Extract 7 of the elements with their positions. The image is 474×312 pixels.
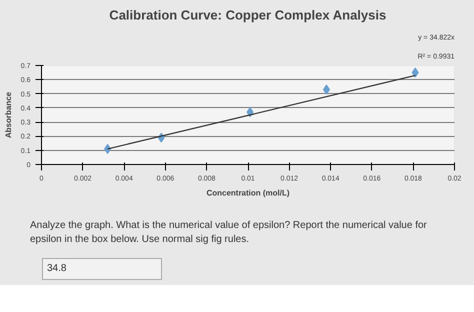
chart-title: Calibration Curve: Copper Complex Analysis [109, 8, 386, 22]
point [322, 84, 330, 95]
x-axis-title: Concentration (mol/L) [206, 188, 290, 198]
y-axis-title: Absorbance [4, 91, 13, 138]
text: Analyze the graph. What is the numerical value of epsilon? Report the numerical value for epsilon in the box below. Use normal sig fig rules. [30, 219, 428, 248]
text: 34.8 [47, 262, 66, 276]
point [412, 68, 419, 78]
